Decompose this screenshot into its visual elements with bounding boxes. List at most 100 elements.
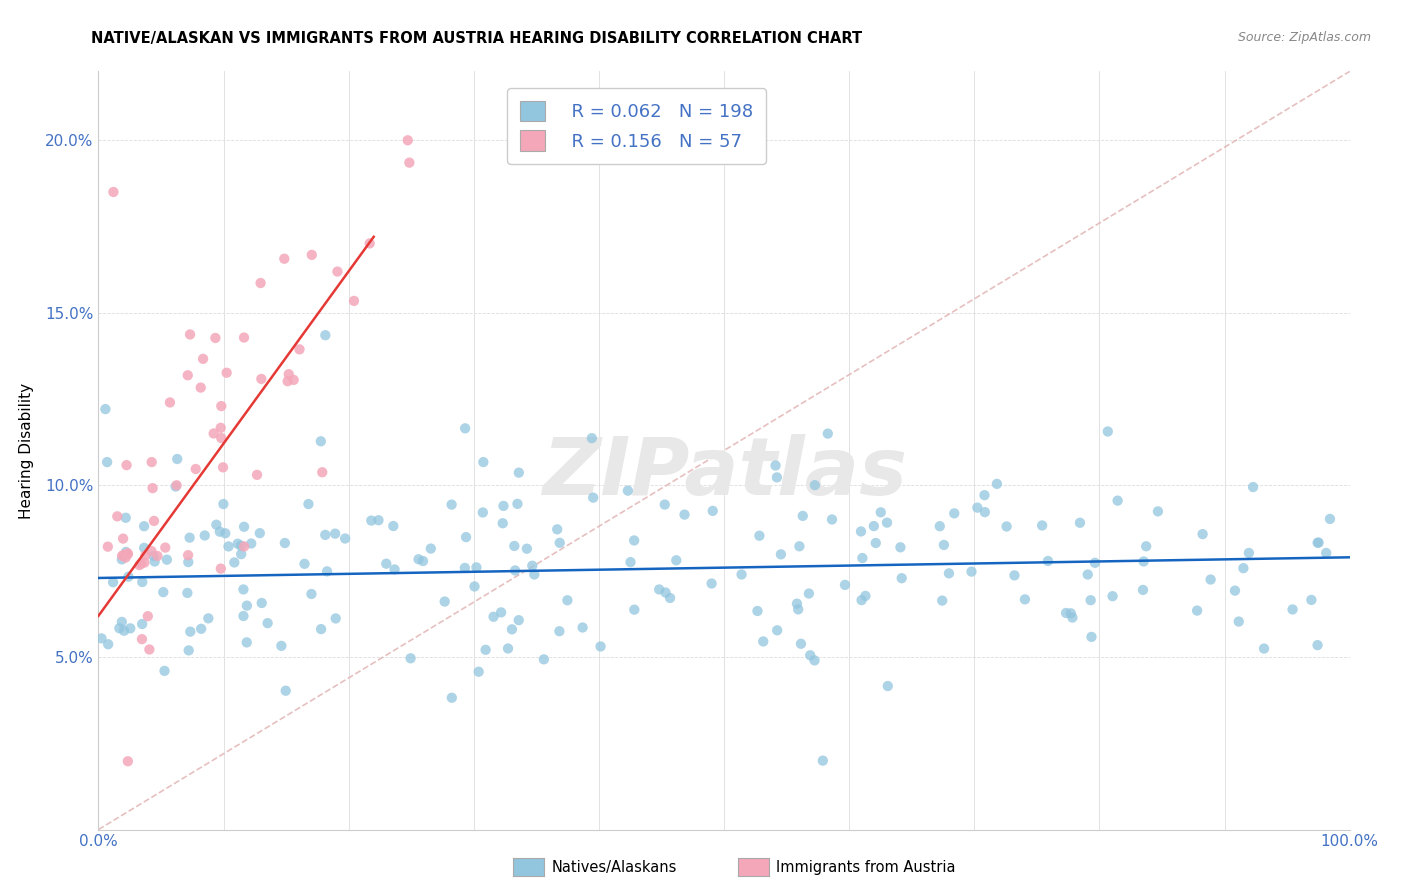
Point <box>375 557 398 571</box>
Point <box>817 426 839 441</box>
Point <box>440 690 463 705</box>
Point <box>787 602 810 616</box>
Point <box>273 252 295 266</box>
Point <box>1031 518 1053 533</box>
Point <box>141 544 163 558</box>
Point <box>233 520 256 534</box>
Point <box>890 571 912 585</box>
Point <box>316 565 339 579</box>
Point <box>1237 546 1260 560</box>
Point <box>700 576 723 591</box>
Point <box>804 478 827 492</box>
Point <box>862 519 884 533</box>
Point <box>851 593 873 607</box>
Point <box>849 524 872 539</box>
Point <box>204 331 226 345</box>
Point <box>191 351 214 366</box>
Point <box>250 596 273 610</box>
Point <box>209 399 232 413</box>
Point <box>343 293 366 308</box>
Point <box>202 426 225 441</box>
Point <box>522 558 544 573</box>
Point <box>240 536 263 550</box>
Point <box>112 548 135 562</box>
Point <box>581 431 603 445</box>
Point <box>1062 610 1084 624</box>
Point <box>212 460 235 475</box>
Point <box>232 609 254 624</box>
Point <box>516 541 538 556</box>
Point <box>301 587 323 601</box>
Point <box>314 528 336 542</box>
Point <box>834 578 856 592</box>
Point <box>231 547 253 561</box>
Point <box>747 604 769 618</box>
Point <box>325 611 347 625</box>
Point <box>467 665 489 679</box>
Point <box>702 504 724 518</box>
Point <box>463 579 485 593</box>
Point <box>799 648 821 663</box>
Point <box>1132 554 1154 568</box>
Point <box>97 637 120 651</box>
Point <box>114 550 136 565</box>
Point <box>654 498 676 512</box>
Point <box>454 421 477 435</box>
Y-axis label: Hearing Disability: Hearing Disability <box>20 383 34 518</box>
Point <box>869 505 891 519</box>
Point <box>986 476 1008 491</box>
Point <box>128 558 150 572</box>
Point <box>792 508 814 523</box>
Point <box>131 575 153 590</box>
Point <box>190 381 212 395</box>
Point <box>101 575 124 590</box>
Point <box>1281 602 1303 616</box>
Point <box>103 185 125 199</box>
Point <box>270 639 292 653</box>
Point <box>1132 582 1154 597</box>
Point <box>218 540 240 554</box>
Point <box>1253 641 1275 656</box>
Point <box>134 556 156 570</box>
Point <box>105 509 128 524</box>
Point <box>454 530 477 544</box>
Point <box>309 622 332 636</box>
Point <box>1232 561 1254 575</box>
Point <box>309 434 332 449</box>
Point <box>589 640 612 654</box>
Point <box>311 465 333 479</box>
Point <box>1308 535 1330 549</box>
Point <box>546 522 568 536</box>
Point <box>117 754 139 768</box>
Point <box>152 585 174 599</box>
Point <box>769 547 792 561</box>
Point <box>1101 589 1123 603</box>
Point <box>582 491 605 505</box>
Point <box>928 519 950 533</box>
Point <box>208 524 231 539</box>
Point <box>1069 516 1091 530</box>
Point <box>277 374 299 388</box>
Point <box>108 621 131 635</box>
Point <box>673 508 696 522</box>
Point <box>294 557 316 571</box>
Text: Natives/Alaskans: Natives/Alaskans <box>551 860 676 874</box>
Text: Immigrants from Austria: Immigrants from Austria <box>776 860 956 874</box>
Point <box>274 683 297 698</box>
Point <box>277 368 299 382</box>
Point <box>177 368 200 383</box>
Point <box>112 532 135 546</box>
Point <box>496 641 519 656</box>
Point <box>508 613 530 627</box>
Point <box>165 479 187 493</box>
Point <box>249 276 271 290</box>
Point <box>166 452 188 467</box>
Point <box>1080 593 1102 607</box>
Point <box>146 549 169 563</box>
Point <box>97 540 120 554</box>
Point <box>177 548 200 562</box>
Point <box>1315 546 1337 560</box>
Point <box>120 621 142 635</box>
Point <box>111 552 134 566</box>
Point <box>1191 527 1213 541</box>
